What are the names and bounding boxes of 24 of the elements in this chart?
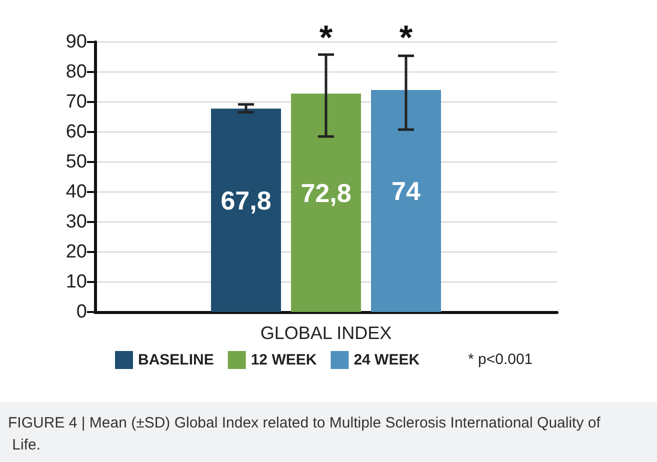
legend-label: BASELINE bbox=[138, 352, 214, 368]
y-tick-label: 30 bbox=[66, 212, 87, 232]
data-label: 67,8 bbox=[220, 185, 272, 216]
y-tick-label: 50 bbox=[66, 152, 87, 172]
legend-label: 12 WEEK bbox=[250, 352, 317, 368]
text: * p<0.001 bbox=[468, 351, 533, 368]
x-tick-label: GLOBAL INDEX bbox=[260, 323, 392, 343]
data-label: 74 bbox=[392, 176, 421, 206]
y-tick-label: 70 bbox=[66, 92, 87, 112]
bar bbox=[371, 90, 441, 312]
y-tick-label: 90 bbox=[66, 32, 87, 52]
bar bbox=[291, 94, 361, 312]
legend-label: 24 WEEK bbox=[354, 352, 420, 368]
y-tick-label: 0 bbox=[76, 302, 87, 322]
data-label: 72,8 bbox=[300, 178, 352, 208]
y-tick-label: 20 bbox=[66, 242, 87, 262]
annotation: * bbox=[319, 19, 334, 57]
annotation: * bbox=[399, 19, 414, 57]
y-tick-label: 80 bbox=[66, 62, 87, 82]
y-tick-label: 40 bbox=[66, 182, 87, 202]
caption: FIGURE 4 | Mean (±SD) Global Index related to Multiple Sclerosis International Quality of Life. bbox=[8, 414, 602, 454]
y-tick-label: 10 bbox=[66, 272, 87, 292]
bar bbox=[211, 108, 281, 312]
y-tick-label: 60 bbox=[66, 122, 87, 142]
